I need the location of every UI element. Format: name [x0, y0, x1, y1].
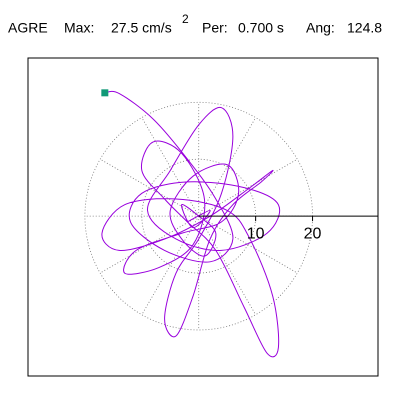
spoke [198, 215, 256, 315]
motion-trace [101, 90, 281, 358]
spoke [99, 215, 199, 274]
max-label: Max: [64, 20, 94, 36]
angle-value: 124.8 [347, 20, 382, 36]
max-exponent: 2 [182, 12, 189, 26]
station: AGRE [8, 20, 48, 36]
spoke [99, 158, 199, 217]
max-value: 27.5 cm/s [111, 20, 172, 36]
x-tick-label: 10 [247, 225, 265, 242]
spoke [198, 117, 256, 217]
angle-label: Ang: [306, 20, 335, 36]
start-marker [101, 89, 109, 97]
period-label: Per: [202, 20, 228, 36]
spoke [141, 215, 200, 315]
spoke [198, 215, 298, 274]
x-tick-label: 20 [304, 225, 322, 242]
spoke [198, 158, 298, 217]
spoke [141, 117, 200, 217]
plot-frame [27, 57, 379, 377]
period-value: 0.700 s [238, 20, 284, 36]
